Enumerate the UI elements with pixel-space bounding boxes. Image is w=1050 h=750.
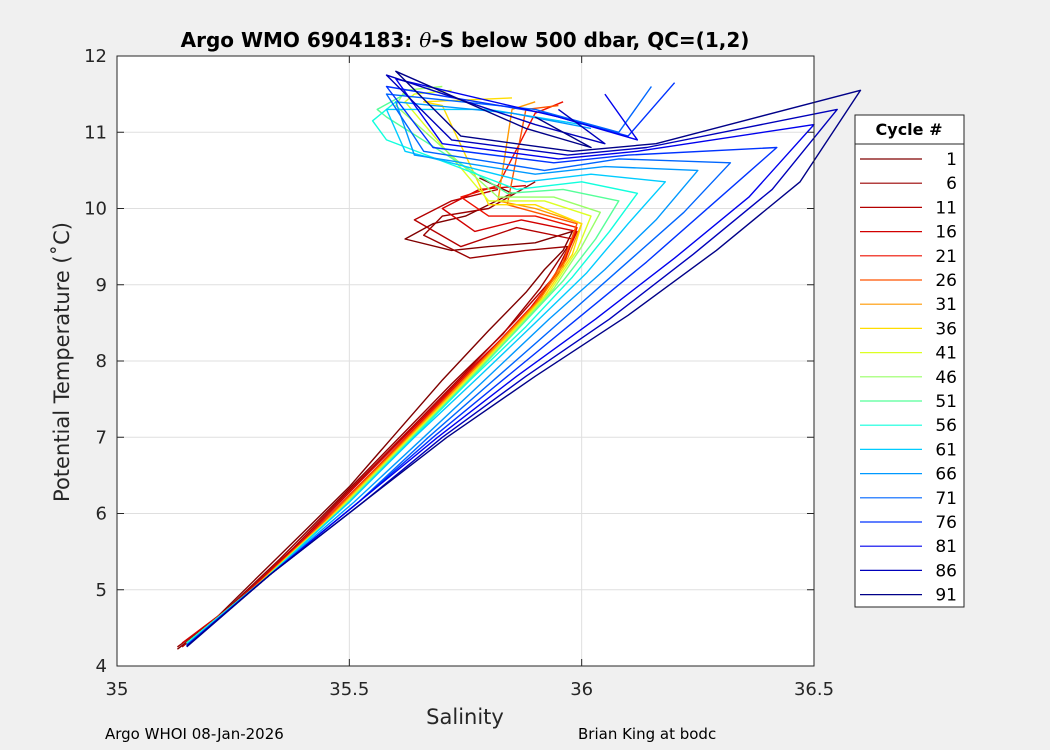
footer-source: Argo WHOI 08-Jan-2026	[105, 725, 284, 743]
axis-ticks: 35 35.5 36 36.5 4 5 6 7 8 9 10 11 12	[84, 46, 834, 700]
legend-label: 21	[935, 247, 957, 267]
x-axis-label: Salinity	[426, 705, 504, 729]
x-tick-label: 36.5	[794, 679, 834, 700]
legend-label: 36	[935, 319, 957, 339]
legend-label: 86	[935, 561, 957, 581]
legend-label: 6	[946, 174, 957, 194]
legend-label: 46	[935, 368, 957, 388]
x-tick-label: 35.5	[329, 679, 369, 700]
footer-author: Brian King at bodc	[578, 725, 717, 743]
y-tick-label: 9	[96, 275, 107, 296]
y-axis-label: Potential Temperature (˚C)	[50, 222, 74, 502]
legend-label: 81	[935, 537, 957, 557]
series-line-cycle-66	[186, 101, 699, 646]
x-tick-label: 36	[570, 679, 593, 700]
legend: Cycle # 16111621263136414651566166717681…	[854, 114, 965, 608]
y-tick-label: 8	[96, 351, 107, 372]
legend-label: 26	[935, 271, 957, 291]
y-tick-label: 7	[96, 427, 107, 448]
legend-label: 66	[935, 465, 957, 485]
y-tick-label: 4	[96, 656, 107, 677]
series-line-cycle-91	[186, 70, 862, 648]
grid-lines	[116, 55, 815, 667]
chart-title-symbol: θ	[419, 28, 431, 52]
legend-label: 16	[935, 223, 957, 243]
series-line-cycle-11	[181, 188, 574, 648]
legend-label: 11	[935, 198, 957, 218]
legend-label: 61	[935, 440, 957, 460]
legend-label: 71	[935, 489, 957, 509]
legend-label: 76	[935, 513, 957, 533]
legend-title: Cycle #	[876, 120, 943, 139]
legend-label: 56	[935, 416, 957, 436]
y-tick-label: 5	[96, 580, 107, 601]
legend-box	[854, 114, 965, 608]
chart-title-prefix: Argo WMO 6904183:	[181, 28, 420, 52]
chart-title: Argo WMO 6904183: θ-S below 500 dbar, QC…	[181, 28, 750, 52]
series-line-cycle-61	[186, 108, 666, 646]
y-tick-label: 6	[96, 504, 107, 525]
legend-label: 51	[935, 392, 957, 412]
chart-title-suffix: -S below 500 dbar, QC=(1,2)	[431, 28, 749, 52]
y-tick-label: 12	[84, 46, 107, 67]
series-line-cycle-76	[186, 82, 778, 646]
series-line-cycle-6	[176, 181, 569, 648]
x-tick-label: 35	[106, 679, 129, 700]
legend-label: 91	[935, 586, 957, 606]
series-layer	[176, 70, 862, 650]
legend-label: 41	[935, 344, 957, 364]
series-line-cycle-1	[176, 177, 574, 650]
series-line-cycle-71	[186, 86, 732, 646]
legend-label: 1	[946, 150, 957, 170]
legend-label: 31	[935, 295, 957, 315]
y-tick-label: 10	[84, 199, 107, 220]
y-tick-label: 11	[84, 122, 107, 143]
series-line-cycle-81	[186, 78, 815, 647]
